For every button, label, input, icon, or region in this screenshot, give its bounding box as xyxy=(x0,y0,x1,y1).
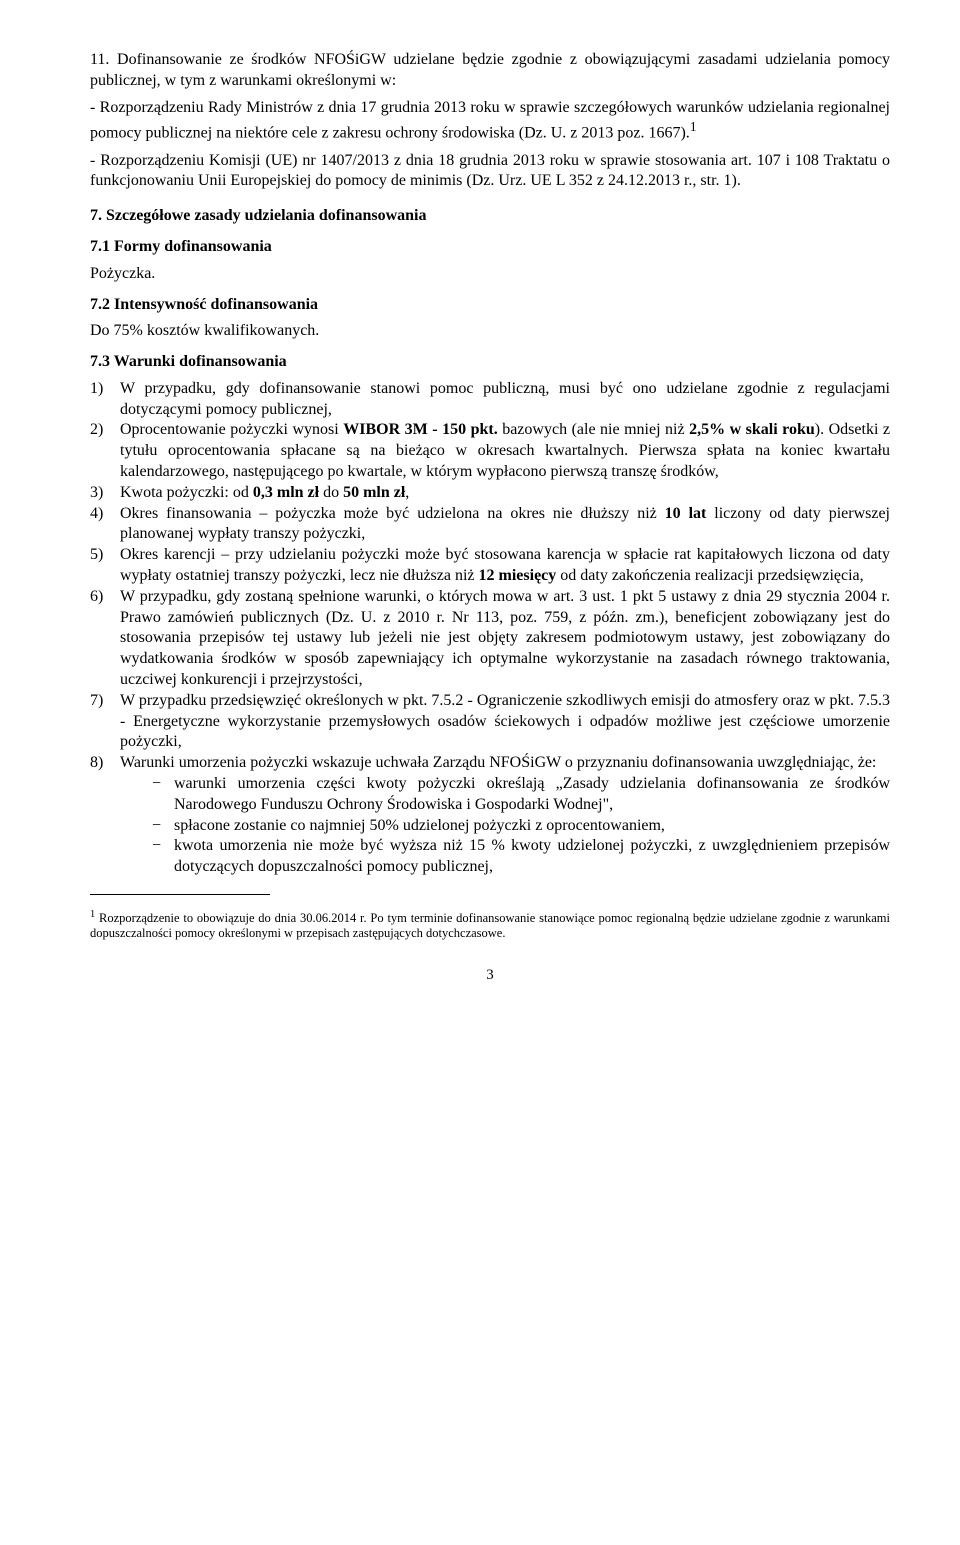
list-num-2: 2) xyxy=(90,420,120,482)
list-num-1: 1) xyxy=(90,379,120,421)
li2-b: WIBOR 3M - 150 pkt. xyxy=(343,421,497,438)
li5-b: 12 miesięcy xyxy=(479,567,557,584)
list-num-3: 3) xyxy=(90,483,120,504)
do-75-text: Do 75% kosztów kwalifikowanych. xyxy=(90,321,890,342)
footnote-separator xyxy=(90,894,270,895)
dash-body-2: spłacone zostanie co najmniej 50% udziel… xyxy=(174,816,890,837)
li2-d: 2,5% w skali roku xyxy=(689,421,815,438)
section-7-2-heading: 7.2 Intensywność dofinansowania xyxy=(90,295,890,316)
para-rozp-komisji: - Rozporządzeniu Komisji (UE) nr 1407/20… xyxy=(90,151,890,193)
pozyczka-text: Pożyczka. xyxy=(90,264,890,285)
dash-mark-1: − xyxy=(120,774,174,816)
li8-intro: Warunki umorzenia pożyczki wskazuje uchw… xyxy=(120,753,890,774)
li2-c: bazowych (ale nie mniej niż xyxy=(498,421,689,438)
dash-item-1: − warunki umorzenia części kwoty pożyczk… xyxy=(120,774,890,816)
list-body-5: Okres karencji – przy udzielaniu pożyczk… xyxy=(120,545,890,587)
list-num-5: 5) xyxy=(90,545,120,587)
dash-body-1: warunki umorzenia części kwoty pożyczki … xyxy=(174,774,890,816)
li4-b: 10 lat xyxy=(665,505,707,522)
dash-item-3: − kwota umorzenia nie może być wyższa ni… xyxy=(120,836,890,878)
list-body-1: W przypadku, gdy dofinansowanie stanowi … xyxy=(120,379,890,421)
list-item-5: 5) Okres karencji – przy udzielaniu poży… xyxy=(90,545,890,587)
footnote-text: Rozporządzenie to obowiązuje do dnia 30.… xyxy=(90,911,890,941)
para-rozp-rady: - Rozporządzeniu Rady Ministrów z dnia 1… xyxy=(90,98,890,145)
section-7-1-heading: 7.1 Formy dofinansowania xyxy=(90,237,890,258)
li3-c: do xyxy=(319,484,343,501)
list-body-4: Okres finansowania – pożyczka może być u… xyxy=(120,504,890,546)
li3-e: , xyxy=(405,484,409,501)
footnote-ref-1: 1 xyxy=(690,119,697,134)
list-item-7: 7) W przypadku przedsięwzięć określonych… xyxy=(90,691,890,753)
list-body-6: W przypadku, gdy zostaną spełnione warun… xyxy=(120,587,890,691)
page-number: 3 xyxy=(90,966,890,986)
footnote-1: 1 Rozporządzenie to obowiązuje do dnia 3… xyxy=(90,908,890,942)
list-num-6: 6) xyxy=(90,587,120,691)
li3-d: 50 mln zł xyxy=(343,484,405,501)
list-body-2: Oprocentowanie pożyczki wynosi WIBOR 3M … xyxy=(120,420,890,482)
li3-a: Kwota pożyczki: od xyxy=(120,484,253,501)
section-7-heading: 7. Szczegółowe zasady udzielania dofinan… xyxy=(90,206,890,227)
list-item-1: 1) W przypadku, gdy dofinansowanie stano… xyxy=(90,379,890,421)
para-11: 11. Dofinansowanie ze środków NFOŚiGW ud… xyxy=(90,50,890,92)
dash-mark-3: − xyxy=(120,836,174,878)
list-body-8: Warunki umorzenia pożyczki wskazuje uchw… xyxy=(120,753,890,878)
para-rozp-rady-text: - Rozporządzeniu Rady Ministrów z dnia 1… xyxy=(90,99,890,142)
list-num-4: 4) xyxy=(90,504,120,546)
list-num-7: 7) xyxy=(90,691,120,753)
list-item-2: 2) Oprocentowanie pożyczki wynosi WIBOR … xyxy=(90,420,890,482)
list-body-3: Kwota pożyczki: od 0,3 mln zł do 50 mln … xyxy=(120,483,890,504)
dash-body-3: kwota umorzenia nie może być wyższa niż … xyxy=(174,836,890,878)
li5-c: od daty zakończenia realizacji przedsięw… xyxy=(556,567,863,584)
list-item-6: 6) W przypadku, gdy zostaną spełnione wa… xyxy=(90,587,890,691)
list-item-3: 3) Kwota pożyczki: od 0,3 mln zł do 50 m… xyxy=(90,483,890,504)
li2-a: Oprocentowanie pożyczki wynosi xyxy=(120,421,343,438)
li4-a: Okres finansowania – pożyczka może być u… xyxy=(120,505,665,522)
list-body-7: W przypadku przedsięwzięć określonych w … xyxy=(120,691,890,753)
list-item-8: 8) Warunki umorzenia pożyczki wskazuje u… xyxy=(90,753,890,878)
list-num-8: 8) xyxy=(90,753,120,878)
dash-item-2: − spłacone zostanie co najmniej 50% udzi… xyxy=(120,816,890,837)
list-item-4: 4) Okres finansowania – pożyczka może by… xyxy=(90,504,890,546)
section-7-3-heading: 7.3 Warunki dofinansowania xyxy=(90,352,890,373)
dash-mark-2: − xyxy=(120,816,174,837)
li3-b: 0,3 mln zł xyxy=(253,484,319,501)
